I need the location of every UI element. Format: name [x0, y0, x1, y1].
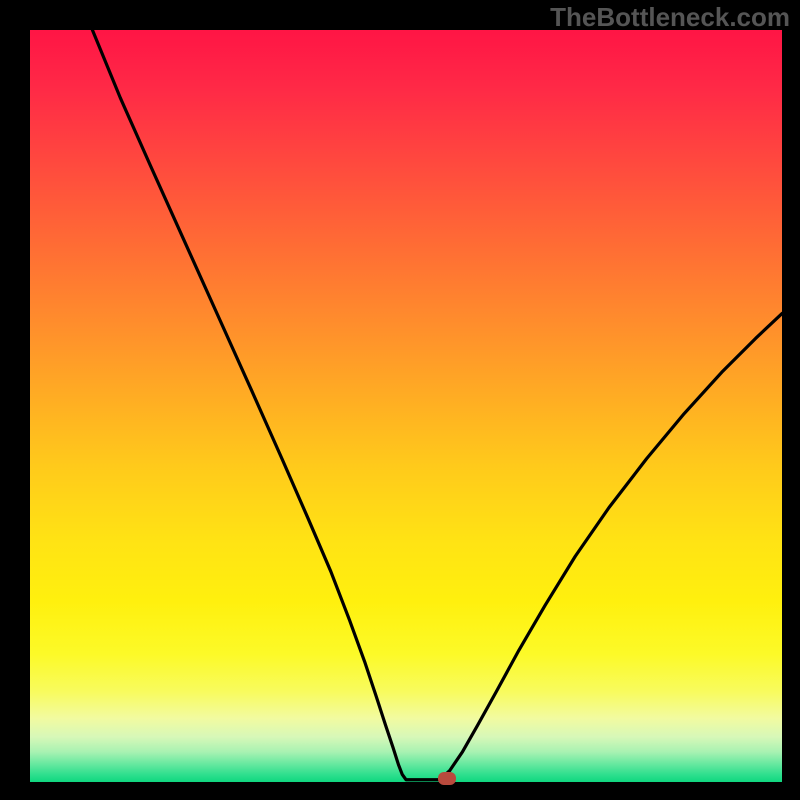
optimal-point-marker [438, 772, 456, 785]
plot-area [30, 30, 782, 782]
bottleneck-curve [30, 30, 782, 782]
chart-frame: TheBottleneck.com [0, 0, 800, 800]
watermark-text: TheBottleneck.com [550, 2, 790, 33]
